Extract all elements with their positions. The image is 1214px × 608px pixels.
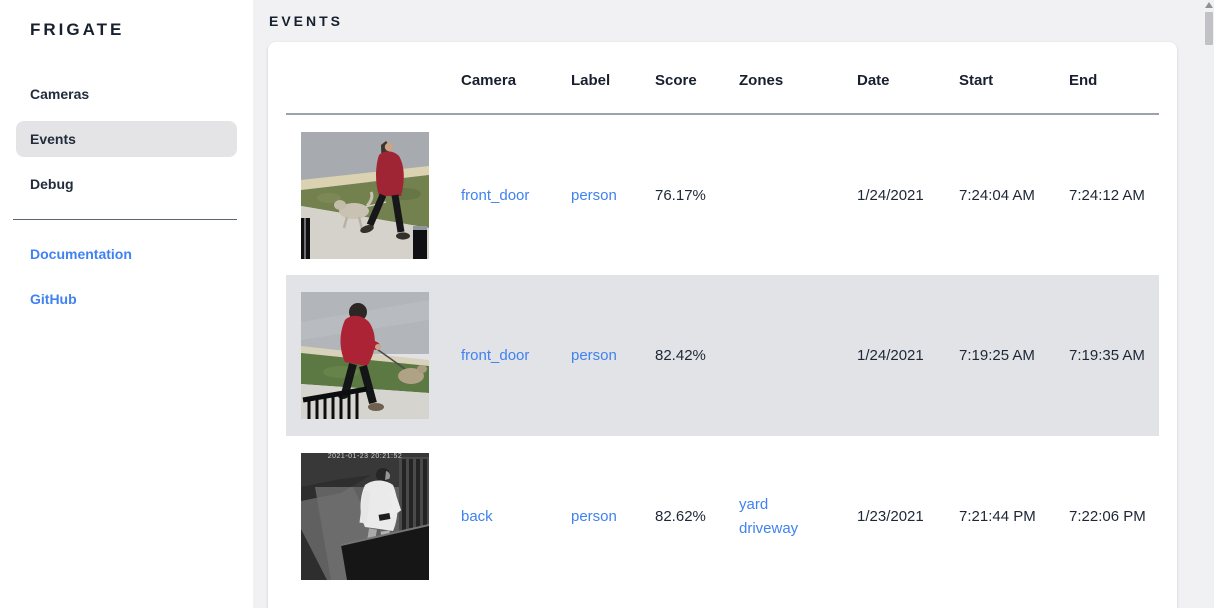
scrollbar[interactable] bbox=[1204, 0, 1214, 608]
zones-cell bbox=[739, 114, 857, 275]
column-header-date: Date bbox=[857, 42, 959, 115]
sidebar-item-debug[interactable]: Debug bbox=[30, 176, 74, 192]
camera-link[interactable]: front_door bbox=[461, 186, 530, 204]
events-card: Camera Label Score Zones Date Start End bbox=[268, 42, 1177, 608]
page-title: EVENTS bbox=[269, 13, 344, 29]
sidebar-link-documentation[interactable]: Documentation bbox=[30, 246, 132, 262]
sidebar-nav: Cameras Events Debug bbox=[16, 76, 237, 202]
sidebar-item-events[interactable]: Events bbox=[16, 121, 237, 157]
column-header-end: End bbox=[1069, 42, 1159, 115]
camera-link[interactable]: front_door bbox=[461, 347, 530, 364]
events-table: Camera Label Score Zones Date Start End bbox=[286, 42, 1159, 597]
start-time-value: 7:24:04 AM bbox=[959, 186, 1035, 204]
column-header-start: Start bbox=[959, 42, 1069, 115]
event-thumbnail-image[interactable]: 2021-01-23 20:21:52 bbox=[301, 453, 429, 580]
person-figure bbox=[359, 468, 402, 580]
event-row[interactable]: front_door person 82.42% 1/24/2021 7:19:… bbox=[286, 275, 1159, 436]
end-time-value: 7:22:06 PM bbox=[1069, 508, 1146, 525]
sidebar-external-links: Documentation GitHub bbox=[16, 236, 237, 317]
dog-figure bbox=[398, 365, 427, 384]
sidebar-item-cameras[interactable]: Cameras bbox=[30, 86, 90, 102]
zone-link[interactable]: yard bbox=[739, 495, 769, 513]
zones-cell bbox=[739, 275, 857, 436]
event-row[interactable]: front_door person 76.17% 1/24/2021 7:24:… bbox=[286, 114, 1159, 275]
main-content: EVENTS Camera Label Score Zones Date Sta… bbox=[253, 0, 1214, 608]
person-figure bbox=[360, 140, 410, 240]
column-header-thumbnail bbox=[286, 42, 461, 115]
sidebar-link-github[interactable]: GitHub bbox=[30, 291, 77, 307]
event-thumbnail-image[interactable] bbox=[301, 292, 429, 419]
sidebar-divider bbox=[13, 219, 237, 220]
start-time-value: 7:19:25 AM bbox=[959, 347, 1035, 364]
end-time-value: 7:19:35 AM bbox=[1069, 347, 1145, 364]
end-time-value: 7:24:12 AM bbox=[1069, 186, 1145, 204]
camera-timestamp-overlay: 2021-01-23 20:21:52 bbox=[328, 453, 403, 460]
label-link[interactable]: person bbox=[571, 186, 617, 204]
start-time-value: 7:21:44 PM bbox=[959, 508, 1036, 525]
event-thumbnail-image[interactable] bbox=[301, 131, 429, 259]
railing bbox=[302, 386, 368, 419]
zones-cell: yard driveway bbox=[739, 436, 857, 597]
date-value: 1/23/2021 bbox=[857, 508, 924, 525]
scroll-up-arrow-icon[interactable] bbox=[1205, 2, 1213, 8]
table-header-row: Camera Label Score Zones Date Start End bbox=[286, 42, 1159, 115]
date-value: 1/24/2021 bbox=[857, 186, 924, 204]
column-header-score: Score bbox=[655, 42, 739, 115]
label-link[interactable]: person bbox=[571, 347, 617, 364]
score-value: 82.62% bbox=[655, 508, 706, 525]
sidebar: FRIGATE Cameras Events Debug Documentati… bbox=[0, 0, 253, 608]
score-value: 76.17% bbox=[655, 186, 706, 204]
column-header-zones: Zones bbox=[739, 42, 857, 115]
label-link[interactable]: person bbox=[571, 508, 617, 525]
person-figure bbox=[338, 303, 384, 411]
score-value: 82.42% bbox=[655, 347, 706, 364]
column-header-camera: Camera bbox=[461, 42, 571, 115]
dog-figure bbox=[334, 190, 374, 229]
date-value: 1/24/2021 bbox=[857, 347, 924, 364]
app-logo: FRIGATE bbox=[30, 20, 125, 39]
zone-link[interactable]: driveway bbox=[739, 519, 799, 537]
event-row[interactable]: 2021-01-23 20:21:52 back person 82.62% y… bbox=[286, 436, 1159, 597]
scrollbar-thumb[interactable] bbox=[1205, 12, 1213, 45]
column-header-label: Label bbox=[571, 42, 655, 115]
camera-link[interactable]: back bbox=[461, 508, 493, 525]
